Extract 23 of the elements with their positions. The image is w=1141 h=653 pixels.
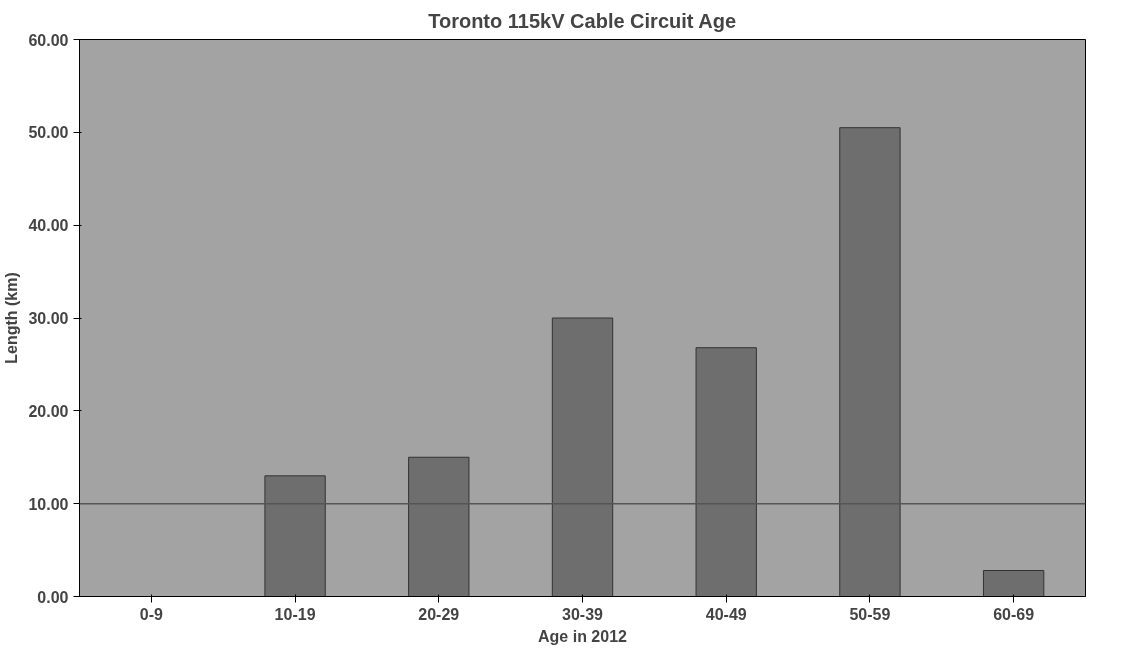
x-tick-label: 60-69 [993,605,1035,623]
chart-title: Toronto 115kV Cable Circuit Age [428,10,737,32]
y-tick-label: 20.00 [28,402,69,420]
x-tick-label: 30-39 [562,605,604,623]
y-tick-label: 0.00 [37,588,69,606]
x-tick-label: 10-19 [274,605,316,623]
y-axis-title: Length (km) [3,272,21,364]
y-tick-label: 10.00 [28,495,69,513]
x-tick-label: 0-9 [139,605,164,623]
bar [982,570,1045,597]
y-tick-label: 30.00 [28,310,69,327]
y-tick-label: 60.00 [28,31,69,49]
y-tick-label: 50.00 [28,124,69,142]
bar [264,475,326,597]
x-axis-title: Age in 2012 [538,627,628,645]
bar [695,347,757,597]
y-tick-label: 40.00 [28,217,69,235]
x-tick-label: 20-29 [418,605,460,623]
x-tick-label: 50-59 [849,605,891,623]
x-tick-label: 40-49 [705,605,747,623]
bar [839,127,901,597]
bar [551,317,614,597]
bar [408,456,470,597]
